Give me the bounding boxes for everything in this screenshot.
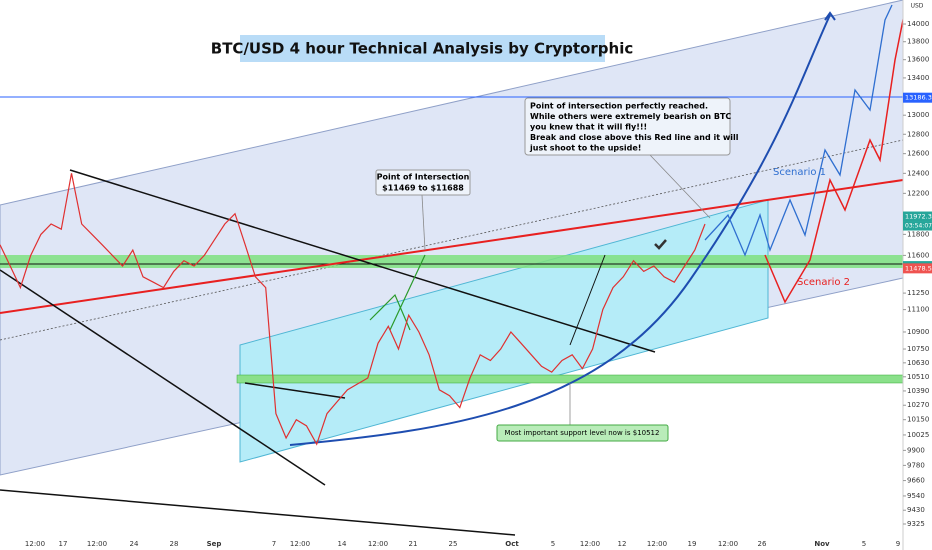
annotation: Point of Intersection — [377, 173, 470, 182]
y-tick-label: 9900 — [907, 446, 925, 454]
price-label: 11972.39 — [905, 213, 932, 221]
y-tick-label: 10900 — [907, 328, 929, 336]
x-tick-label: 21 — [409, 540, 418, 548]
x-tick-label: 17 — [59, 540, 68, 548]
x-tick-label: 12:00 — [25, 540, 45, 548]
x-tick-label: Nov — [814, 540, 830, 548]
y-tick-label: 11250 — [907, 289, 929, 297]
y-tick-label: 12400 — [907, 169, 929, 177]
y-tick-label: 10025 — [907, 431, 929, 439]
x-tick-label: 9 — [896, 540, 900, 548]
x-tick-label: 12:00 — [290, 540, 310, 548]
price-label: 13186.31 — [905, 94, 932, 102]
chart-title: BTC/USD 4 hour Technical Analysis by Cry… — [211, 40, 633, 58]
x-tick-label: 14 — [338, 540, 347, 548]
annotation: Most important support level now is $105… — [505, 429, 660, 437]
annotation: Break and close above this Red line and … — [530, 133, 739, 142]
callout-box — [524, 97, 731, 156]
x-tick-label: 5 — [551, 540, 555, 548]
y-tick-label: 9430 — [907, 506, 925, 514]
y-tick-label: 14000 — [907, 20, 929, 28]
y-tick-label: 11800 — [907, 230, 929, 238]
x-tick-label: 12:00 — [718, 540, 738, 548]
y-tick-label: 9325 — [907, 520, 925, 528]
x-tick-label: Oct — [505, 540, 519, 548]
y-tick-label: 10750 — [907, 345, 929, 353]
x-tick-label: 12:00 — [87, 540, 107, 548]
x-tick-label: 7 — [272, 540, 276, 548]
price-label-bg — [903, 92, 932, 103]
y-tick-label: 9780 — [907, 461, 925, 469]
annotation: Scenario 2 — [797, 277, 850, 288]
y-tick-label: 10510 — [907, 373, 929, 381]
y-tick-label: 12800 — [907, 130, 929, 138]
y-tick-label: 10390 — [907, 387, 929, 395]
price-label-bg — [903, 211, 932, 222]
callout: Point of intersection perfectly reached.… — [529, 102, 739, 153]
y-tick-label: 11600 — [907, 251, 929, 259]
x-tick-label: 12 — [618, 540, 627, 548]
x-tick-label: 26 — [758, 540, 767, 548]
y-tick-label: 9660 — [907, 477, 925, 485]
x-tick-label: 24 — [130, 540, 139, 548]
countdown-bg — [903, 221, 932, 231]
countdown: 03:54:07 — [905, 223, 932, 230]
annotation: While others were extremely bearish on B… — [530, 112, 731, 121]
price-line — [0, 173, 706, 446]
annotation: Scenario 1 — [773, 167, 826, 178]
y-tick-label: 10630 — [907, 359, 929, 367]
x-tick-label: 5 — [862, 540, 866, 548]
y-tick-label: 9540 — [907, 492, 925, 500]
annotation: Point of intersection perfectly reached. — [530, 102, 708, 111]
y-tick-label: 13000 — [907, 111, 929, 119]
annotation: $11469 to $11688 — [382, 184, 464, 193]
y-tick-label: 13400 — [907, 74, 929, 82]
x-tick-label: 12:00 — [647, 540, 667, 548]
price-label-bg — [903, 263, 932, 274]
title-box — [240, 35, 605, 62]
y-tick-label: 11100 — [907, 306, 929, 314]
x-tick-label: 28 — [170, 540, 179, 548]
x-tick-label: 12:00 — [580, 540, 600, 548]
y-tick-label: 12600 — [907, 150, 929, 158]
x-tick-label: 25 — [449, 540, 458, 548]
y-tick-label: 13600 — [907, 56, 929, 64]
support-box — [496, 424, 669, 442]
annotation: just shoot to the upside! — [529, 144, 641, 153]
x-tick-label: 19 — [688, 540, 697, 548]
currency: USD — [911, 3, 924, 10]
x-tick-label: Sep — [207, 540, 222, 548]
price-label: 11478.51 — [905, 264, 932, 272]
y-tick-label: 10150 — [907, 416, 929, 424]
annotation: you knew that it will fly!!! — [530, 123, 647, 132]
intersection-box — [375, 169, 471, 196]
x-tick-label: 12:00 — [368, 540, 388, 548]
y-tick-label: 13800 — [907, 38, 929, 46]
y-tick-label: 12200 — [907, 189, 929, 197]
y-tick-label: 10270 — [907, 401, 929, 409]
